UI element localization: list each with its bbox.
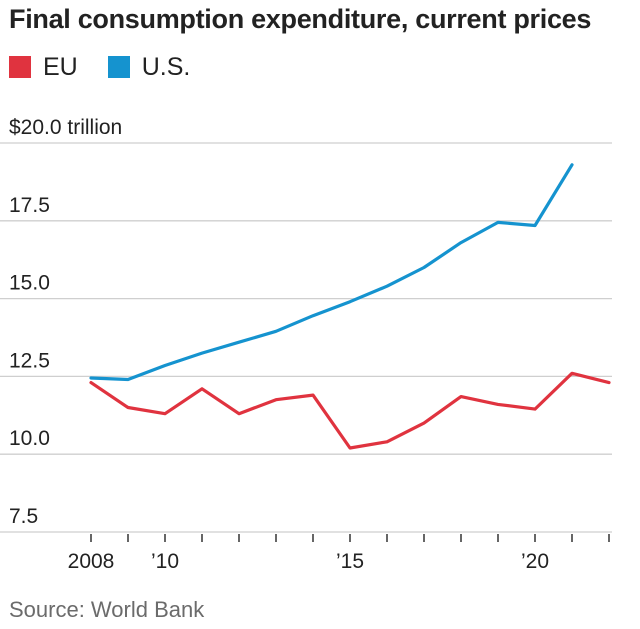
- legend-item-eu: EU: [9, 53, 78, 82]
- legend-label-us: U.S.: [141, 52, 191, 81]
- series-lines: [89, 163, 611, 450]
- y-tick-label: 10.0: [9, 427, 50, 450]
- series-line-eu: [89, 371, 611, 450]
- y-tick-label: 15.0: [9, 272, 50, 295]
- y-tick-label: 17.5: [9, 194, 50, 217]
- y-tick-label: $20.0 trillion: [9, 116, 122, 139]
- y-tick-label: 7.5: [9, 505, 38, 528]
- legend: EU U.S.: [9, 50, 220, 84]
- y-tick-labels: $20.0 trillion 17.5 15.0 12.5 10.0 7.5: [9, 116, 122, 528]
- legend-swatch-us: [107, 56, 130, 78]
- legend-item-us: U.S.: [107, 52, 191, 82]
- gridlines: [0, 142, 612, 533]
- x-tick-label: ’20: [521, 550, 549, 573]
- x-tick-label: ’15: [336, 550, 364, 573]
- x-tick-label: 2008: [68, 550, 115, 573]
- series-line-us: [89, 163, 574, 382]
- y-tick-label: 12.5: [9, 349, 50, 372]
- x-tick-label: ’10: [151, 550, 179, 573]
- source-note: Source: World Bank: [9, 597, 205, 622]
- chart-title: Final consumption expenditure, current p…: [9, 4, 592, 34]
- legend-label-eu: EU: [43, 52, 78, 81]
- legend-swatch-eu: [9, 56, 31, 78]
- x-axis: 2008 ’10 ’15 ’20: [68, 534, 610, 573]
